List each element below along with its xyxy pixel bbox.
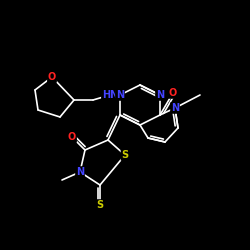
- Text: N: N: [76, 167, 84, 177]
- Text: O: O: [48, 72, 56, 82]
- Text: S: S: [122, 150, 128, 160]
- Text: N: N: [116, 90, 124, 100]
- Text: S: S: [96, 200, 103, 210]
- Text: O: O: [68, 132, 76, 142]
- Text: O: O: [169, 88, 177, 98]
- Text: N: N: [171, 103, 179, 113]
- Text: N: N: [156, 90, 164, 100]
- Text: HN: HN: [102, 90, 118, 100]
